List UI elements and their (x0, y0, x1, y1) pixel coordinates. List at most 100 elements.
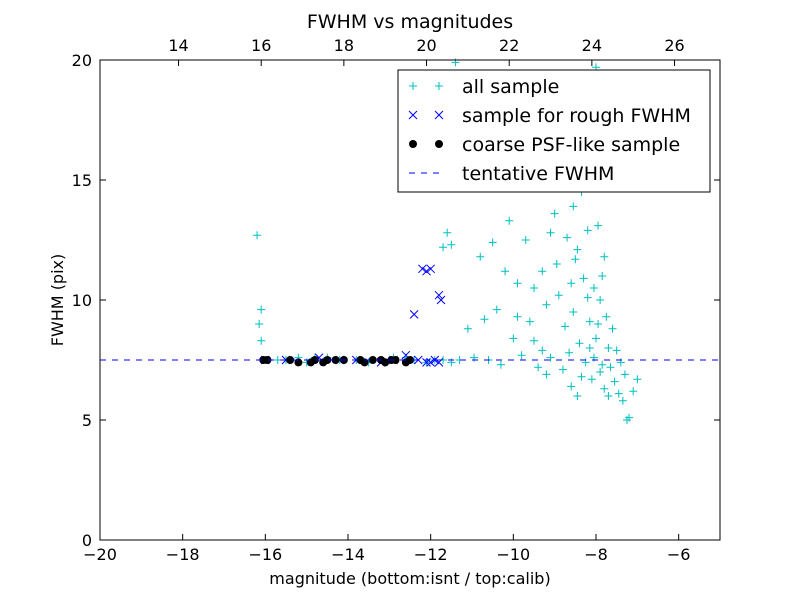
data-point-all-sample (530, 336, 538, 345)
data-point-all-sample (513, 312, 522, 321)
data-point-all-sample (600, 252, 609, 261)
data-point-all-sample (542, 370, 551, 379)
top-tick-label: 18 (334, 36, 354, 55)
data-point-all-sample (501, 267, 510, 276)
plot-frame (99, 59, 721, 541)
data-point-all-sample (569, 308, 578, 316)
data-point-coarse-psf (310, 356, 319, 364)
data-point-all-sample (513, 279, 522, 288)
data-point-all-sample (561, 322, 569, 331)
data-point-all-sample (596, 296, 605, 304)
legend-label-tentative-fwhm: tentative FWHM (462, 163, 614, 185)
data-point-all-sample (571, 255, 580, 264)
data-point-all-sample (509, 334, 518, 343)
data-point-coarse-psf (406, 356, 414, 364)
data-point-rough-fwhm (422, 266, 431, 276)
data-point-all-sample (492, 305, 501, 314)
data-point-coarse-psf (381, 358, 390, 367)
data-point-all-sample (565, 348, 574, 357)
x-tick-label: −16 (248, 545, 282, 564)
x-tick-label: −18 (166, 545, 200, 564)
data-point-all-sample (604, 344, 613, 352)
data-point-all-sample (585, 344, 594, 352)
data-point-all-sample (629, 387, 638, 396)
data-point-all-sample (521, 236, 530, 244)
data-point-coarse-psf (391, 356, 400, 364)
data-point-all-sample (573, 392, 582, 400)
data-point-coarse-psf (368, 356, 377, 364)
data-point-all-sample (554, 291, 563, 300)
data-point-coarse-psf (263, 356, 272, 364)
y-tick-label: 15 (72, 171, 92, 190)
data-point-all-sample (577, 372, 586, 381)
data-point-all-sample (563, 233, 572, 242)
y-tick-label: 10 (72, 291, 92, 310)
data-point-all-sample (589, 284, 598, 292)
data-point-rough-fwhm (434, 290, 444, 300)
data-point-all-sample (618, 396, 627, 405)
data-point-all-sample (633, 375, 642, 384)
legend-marker-rough-fwhm (408, 110, 444, 120)
data-point-all-sample (505, 216, 514, 225)
chart-legend: all sample sample for rough FWHM coarse … (397, 69, 711, 193)
data-point-all-sample (552, 260, 561, 268)
data-point-all-sample (546, 228, 555, 237)
y-axis-label: FWHM (pix) (48, 254, 67, 347)
data-point-all-sample (598, 272, 607, 280)
data-point-rough-fwhm (430, 355, 440, 365)
data-point-all-sample (620, 370, 629, 379)
data-point-all-sample (610, 377, 619, 386)
data-point-all-sample (255, 320, 264, 328)
legend-label-rough-fwhm: sample for rough FWHM (462, 105, 691, 127)
data-point-all-sample (592, 334, 600, 343)
plot-layer: −20 −18 −16 −14 −12 −10 −8 −6 0 5 10 15 20 14 16 18 20 22… (72, 36, 720, 564)
y-tick-label: 5 (82, 411, 92, 430)
data-point-all-sample (496, 360, 505, 369)
data-point-coarse-psf (323, 356, 332, 364)
data-point-all-sample (612, 346, 621, 355)
legend-marker-all-sample (409, 82, 443, 90)
top-tick-label: 14 (168, 36, 188, 55)
data-point-all-sample (443, 228, 452, 237)
data-point-all-sample (583, 226, 592, 235)
legend-label-all-sample: all sample (462, 76, 559, 98)
data-point-coarse-psf (286, 356, 295, 364)
legend-label-coarse-psf: coarse PSF-like sample (462, 134, 680, 156)
data-point-all-sample (567, 382, 576, 391)
data-point-all-sample (583, 293, 592, 302)
data-point-all-sample (579, 274, 588, 283)
x-tick-label: −14 (331, 545, 365, 564)
data-point-all-sample (257, 305, 266, 314)
top-tick-label: 26 (664, 36, 684, 55)
data-point-all-sample (604, 392, 613, 400)
data-point-all-sample (575, 339, 584, 348)
data-point-all-sample (546, 353, 555, 362)
data-point-all-sample (538, 267, 547, 276)
data-point-all-sample (488, 238, 497, 247)
data-point-rough-fwhm (409, 310, 419, 319)
data-point-all-sample (569, 202, 578, 211)
data-point-coarse-psf (331, 356, 340, 364)
data-point-all-sample (517, 351, 526, 360)
top-tick-label: 24 (582, 36, 602, 55)
top-tick-label: 16 (251, 36, 271, 55)
data-point-all-sample (600, 384, 609, 393)
x-axis-label: magnitude (bottom:isnt / top:calib) (269, 569, 550, 588)
x-tick-label: −20 (83, 545, 117, 564)
data-point-all-sample (585, 317, 594, 326)
data-point-rough-fwhm (418, 264, 427, 274)
data-point-all-sample (594, 320, 603, 328)
data-point-all-sample (550, 209, 559, 218)
data-point-all-sample (538, 346, 547, 355)
data-point-rough-fwhm (436, 295, 446, 305)
data-point-all-sample (530, 284, 538, 292)
data-point-all-sample (534, 363, 543, 372)
x-tick-label: −8 (584, 545, 608, 564)
data-point-all-sample (480, 315, 489, 324)
data-point-all-sample (567, 279, 576, 288)
data-point-all-sample (558, 365, 567, 374)
data-point-rough-fwhm (426, 264, 436, 274)
data-point-all-sample (257, 336, 266, 345)
data-point-all-sample (525, 317, 534, 326)
data-point-all-sample (253, 231, 262, 240)
